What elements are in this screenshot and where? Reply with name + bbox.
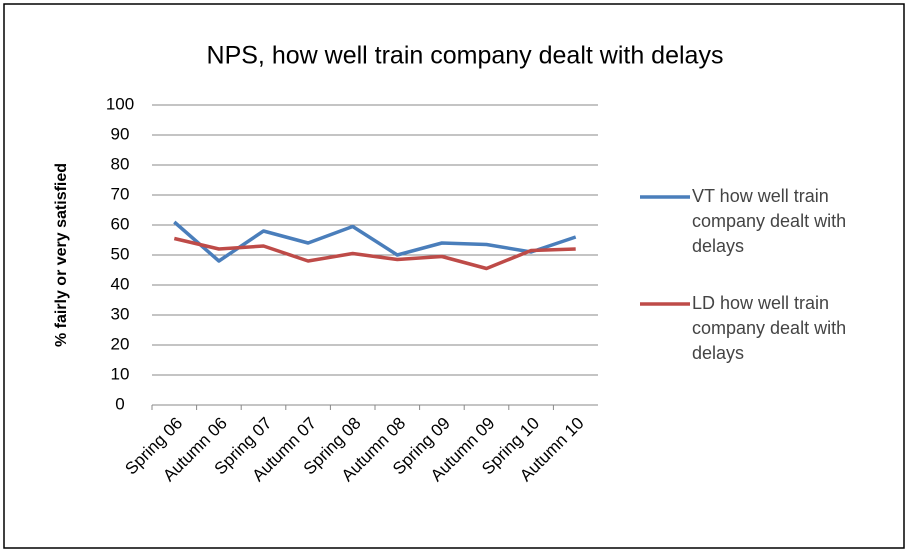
legend-label: LD how well train company dealt with del… xyxy=(692,293,847,363)
y-tick-label: 30 xyxy=(111,304,130,323)
y-tick-label: 50 xyxy=(111,244,130,263)
y-tick-label: 90 xyxy=(111,124,130,143)
legend-label: VT how well train company dealt with del… xyxy=(692,186,847,256)
line-series xyxy=(173,236,576,271)
chart-title: NPS, how well train company dealt with d… xyxy=(207,42,724,70)
y-axis-label: % fairly or very satisfied xyxy=(53,163,70,347)
y-tick-label: 20 xyxy=(111,334,130,353)
y-tick-label: 80 xyxy=(111,154,130,173)
frame xyxy=(3,3,905,549)
y-tick-label: 40 xyxy=(111,274,130,293)
y-tick-label: 10 xyxy=(111,364,130,383)
y-tick-label: 0 xyxy=(115,394,124,413)
y-tick-label: 70 xyxy=(111,184,130,203)
y-tick-label: 100 xyxy=(106,94,134,113)
y-tick-label: 60 xyxy=(111,214,130,233)
